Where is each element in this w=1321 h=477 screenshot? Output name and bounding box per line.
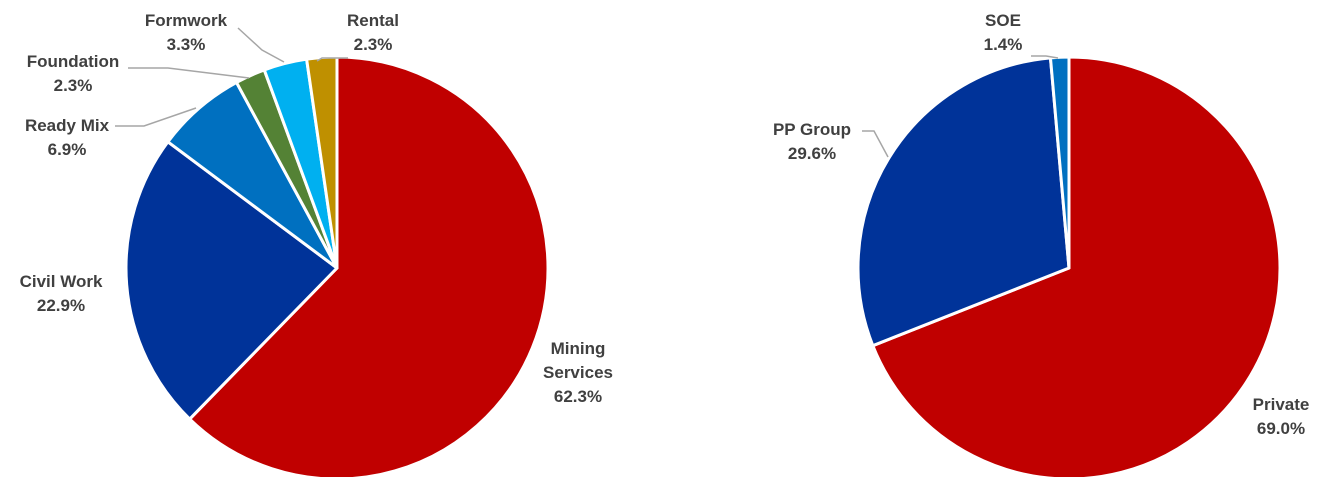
- leader-ready-mix: [115, 107, 197, 127]
- slice-mining-services: [188, 55, 550, 477]
- label-formwork: Formwork 3.3%: [144, 11, 228, 54]
- leader-formwork: [237, 27, 285, 63]
- leader-foundation: [128, 67, 250, 79]
- slice-pp-group: [856, 56, 1071, 348]
- leader-lines: [115, 27, 1059, 158]
- pie-chart-segments: [124, 55, 550, 477]
- leader-rental: [316, 57, 348, 62]
- label-mining-services: Mining Services 62.3%: [543, 339, 613, 406]
- slice-private: [871, 55, 1282, 477]
- leader-pp-group: [862, 130, 889, 158]
- slice-civil-work: [124, 140, 339, 421]
- label-ready-mix: Ready Mix 6.9%: [24, 116, 110, 159]
- label-soe: SOE 1.4%: [983, 11, 1023, 54]
- leader-soe: [1031, 55, 1059, 59]
- label-private: Private 69.0%: [1252, 395, 1310, 438]
- pie-chart-clients: [856, 55, 1282, 477]
- label-foundation: Foundation 2.3%: [26, 52, 120, 95]
- label-civil-work: Civil Work 22.9%: [19, 272, 103, 315]
- slice-soe: [1048, 55, 1071, 270]
- label-rental: Rental 2.3%: [347, 11, 399, 54]
- label-pp-group: PP Group 29.6%: [772, 120, 852, 163]
